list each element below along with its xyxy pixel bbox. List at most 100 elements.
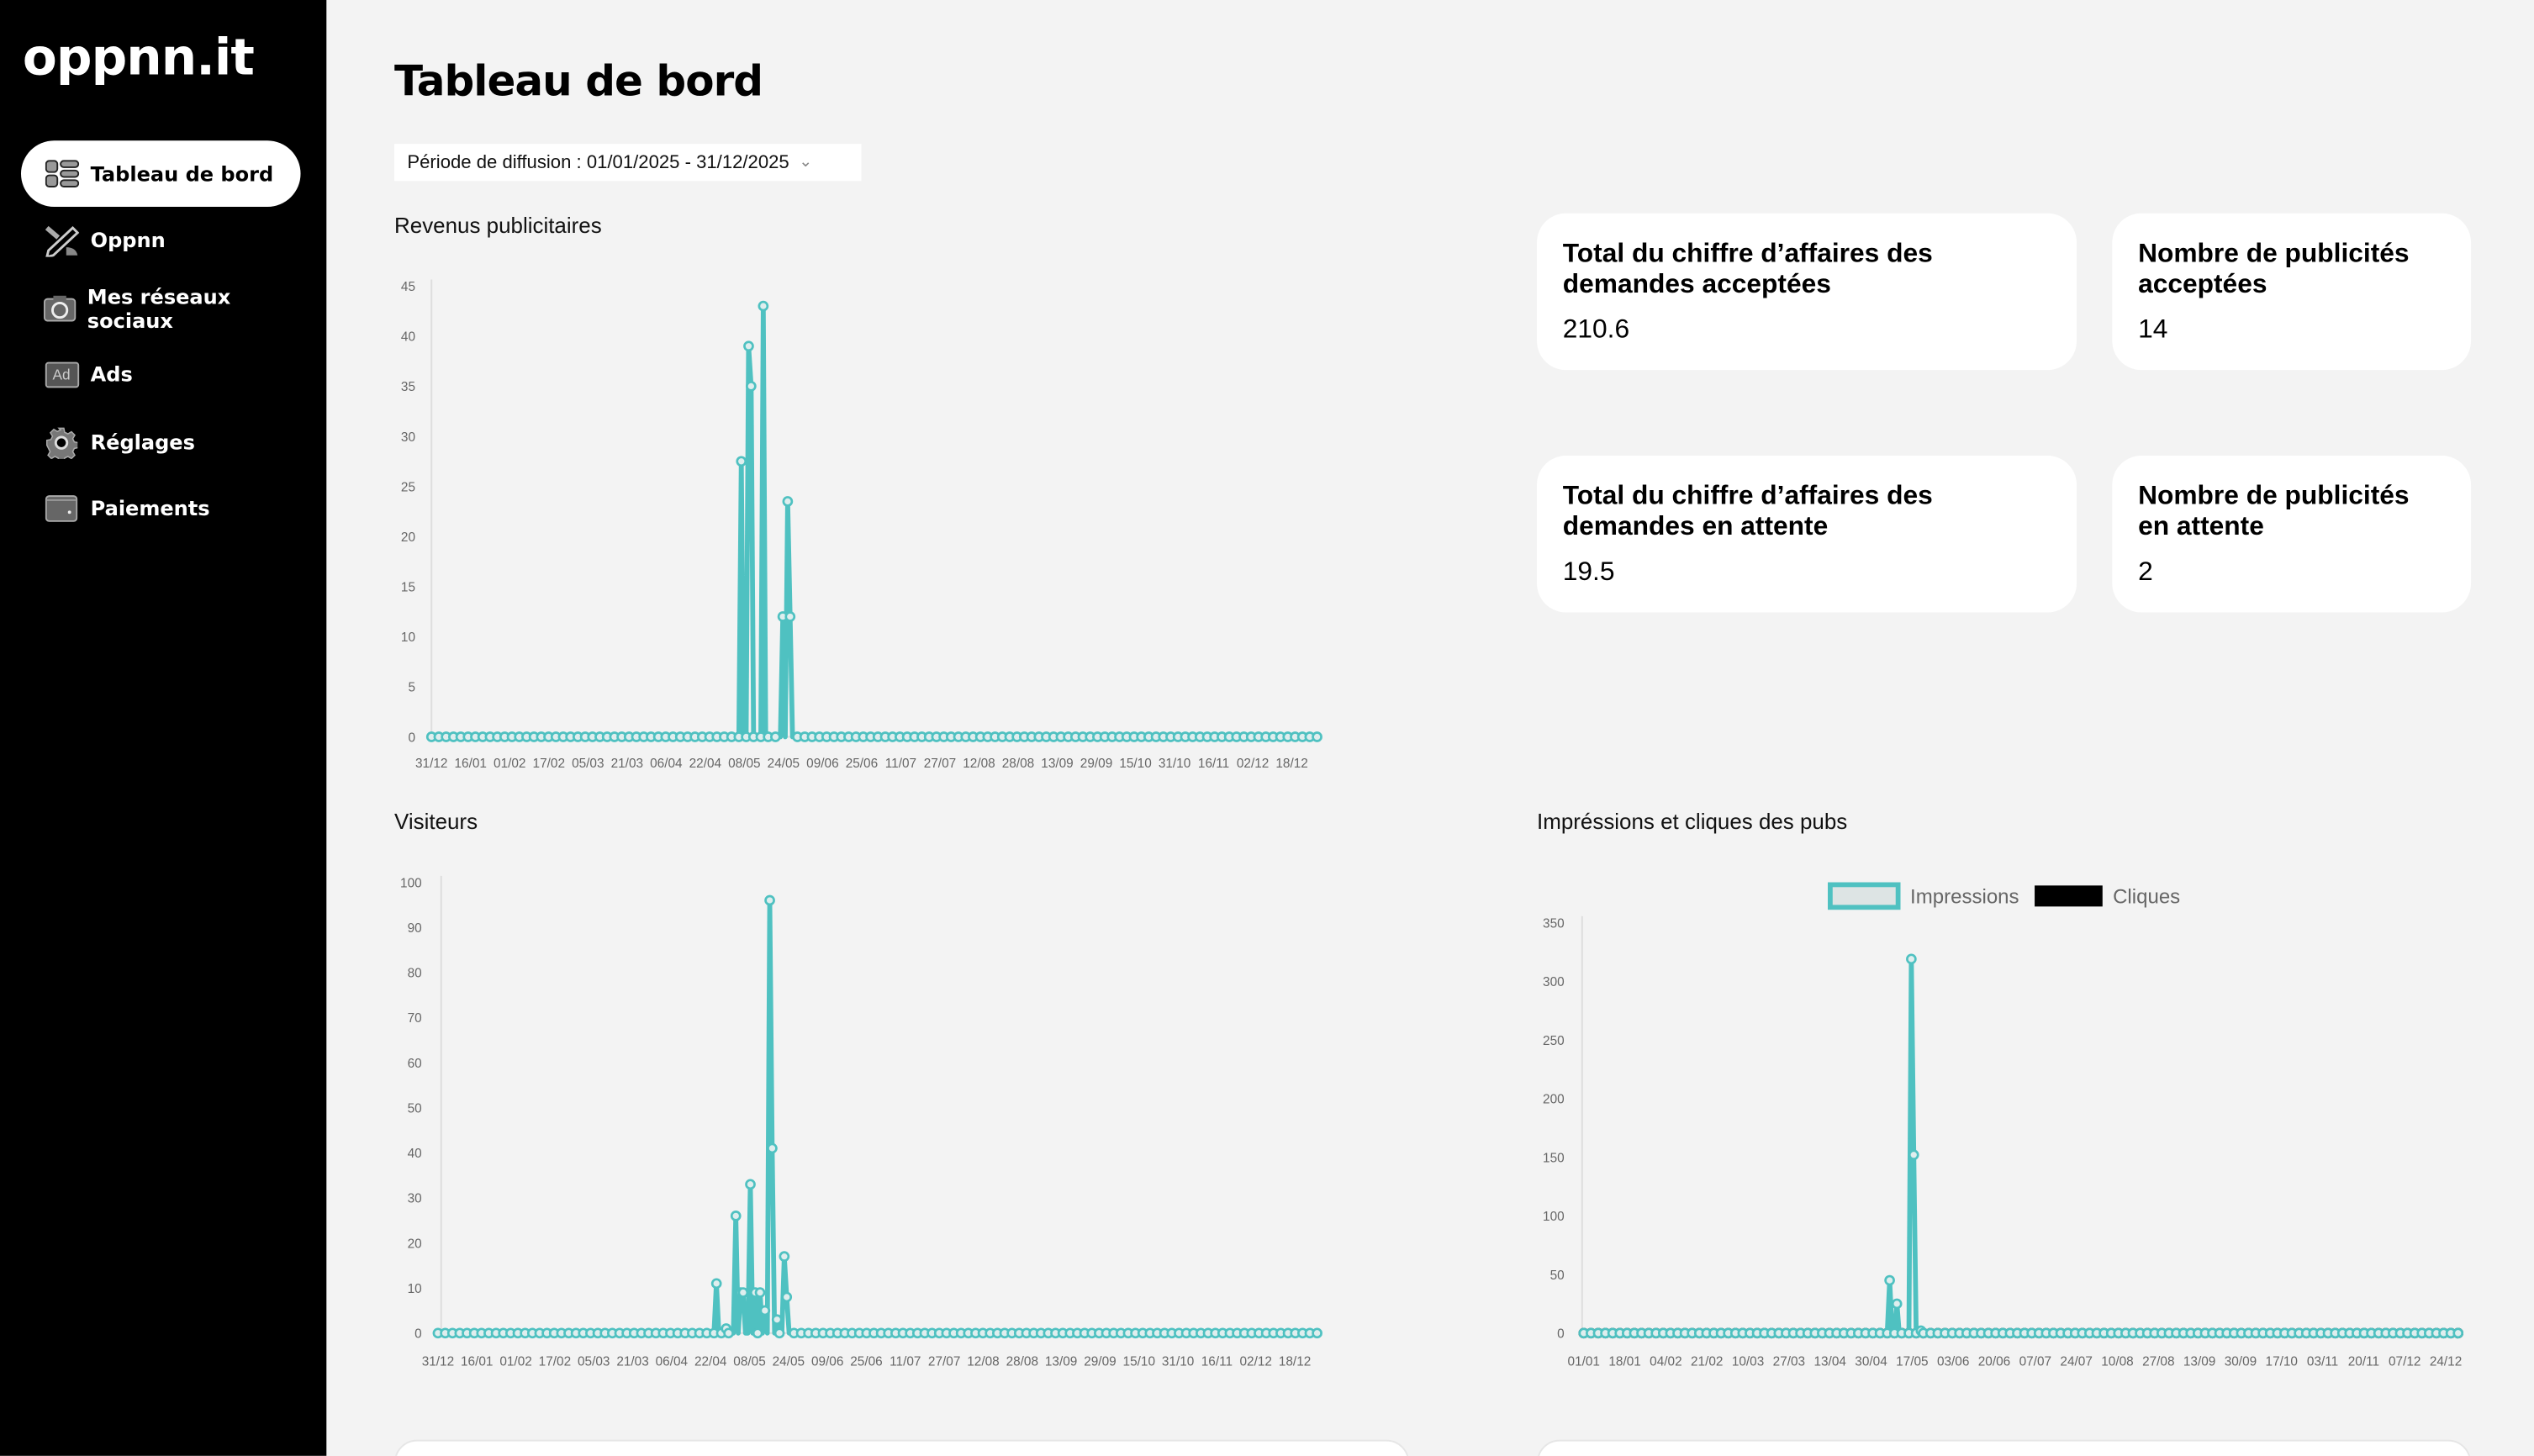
- data-point: [483, 1327, 494, 1339]
- data-point: [960, 731, 972, 742]
- data-point: [506, 731, 518, 742]
- data-point: [1614, 1327, 1626, 1339]
- data-point: [735, 1287, 747, 1298]
- data-point: [1093, 1327, 1105, 1339]
- sidebar-item-dashboard[interactable]: Tableau de bord: [20, 140, 301, 208]
- data-point: [2026, 1327, 2037, 1339]
- data-point: [1940, 1327, 1951, 1339]
- data-point: [455, 731, 467, 742]
- data-point: [1845, 1327, 1857, 1339]
- legend-label-cliques[interactable]: Cliques: [2113, 884, 2181, 908]
- period-label: Période de diffusion : 01/01/2025 - 31/1…: [407, 152, 789, 172]
- data-point: [2113, 1327, 2125, 1339]
- data-point: [1968, 1327, 1980, 1339]
- data-point: [1845, 1327, 1857, 1339]
- sidebar-item-ads[interactable]: Ad Ads: [21, 341, 301, 408]
- data-point: [1802, 1327, 1813, 1339]
- data-point: [520, 1327, 531, 1339]
- x-tick-label: 11/07: [885, 757, 916, 771]
- data-point: [621, 1327, 632, 1339]
- x-tick-label: 31/12: [415, 757, 447, 771]
- data-point: [550, 731, 562, 742]
- data-point: [974, 731, 986, 742]
- sidebar-item-settings[interactable]: Réglages: [21, 409, 301, 475]
- data-point: [2077, 1327, 2088, 1339]
- y-tick-label: 0: [1557, 1327, 1565, 1342]
- data-point: [2163, 1327, 2175, 1339]
- sidebar-item-payments[interactable]: Paiements: [21, 475, 301, 541]
- sidebar-item-social-networks[interactable]: Mes réseaux sociaux: [21, 275, 301, 341]
- data-point: [1679, 1327, 1691, 1339]
- legend-swatch-cliques[interactable]: [2035, 885, 2104, 907]
- data-point: [746, 381, 757, 392]
- logo[interactable]: oppnn.it: [22, 29, 255, 87]
- data-point: [579, 731, 591, 742]
- data-point: [754, 1287, 766, 1298]
- x-tick-label: 07/12: [2389, 1354, 2420, 1369]
- card-accepted-revenue: Total du chiffre d’affaires des demandes…: [1537, 213, 2077, 371]
- x-tick-label: 01/01: [1568, 1354, 1600, 1369]
- data-point: [1896, 1327, 1908, 1339]
- data-point: [806, 731, 818, 742]
- data-point: [1910, 1327, 1922, 1339]
- data-point: [1137, 1327, 1148, 1339]
- x-tick-label: 28/08: [1006, 1354, 1038, 1369]
- data-point: [781, 1291, 793, 1303]
- data-point: [895, 731, 905, 742]
- x-tick-label: 30/09: [2225, 1354, 2257, 1369]
- data-point: [1122, 1327, 1134, 1339]
- legend-swatch-impressions[interactable]: [1828, 882, 1901, 910]
- x-tick-label: 02/12: [1240, 1354, 1272, 1369]
- data-point: [1908, 1149, 1919, 1161]
- x-tick-label: 05/03: [578, 1354, 610, 1369]
- sidebar-item-label: Mes réseaux sociaux: [87, 283, 231, 333]
- data-point: [1723, 1327, 1734, 1339]
- data-point: [1201, 731, 1213, 742]
- data-point: [938, 731, 949, 742]
- data-point: [941, 1327, 953, 1339]
- data-point: [2336, 1327, 2348, 1339]
- data-point: [616, 731, 627, 742]
- chevron-down-icon: ⌄: [799, 153, 813, 171]
- data-point: [741, 731, 752, 742]
- period-dropdown[interactable]: Période de diffusion : 01/01/2025 - 31/1…: [394, 144, 862, 182]
- data-point: [1737, 1327, 1749, 1339]
- data-point: [865, 731, 876, 742]
- legend-label-impressions[interactable]: Impressions: [1910, 884, 2019, 908]
- data-point: [454, 1327, 466, 1339]
- data-point: [1891, 1298, 1903, 1310]
- data-point: [1715, 1327, 1727, 1339]
- y-tick-label: 30: [408, 1192, 422, 1206]
- data-point: [999, 1327, 1011, 1339]
- x-tick-label: 15/10: [1119, 757, 1151, 771]
- data-point: [650, 1327, 662, 1339]
- data-point: [498, 1327, 509, 1339]
- sidebar-item-label: Réglages: [90, 430, 195, 455]
- sidebar-item-oppnn[interactable]: Oppnn: [21, 207, 301, 273]
- data-point: [710, 1278, 722, 1290]
- y-tick-label: 30: [401, 430, 415, 445]
- data-point: [1180, 731, 1191, 742]
- data-point: [2452, 1327, 2464, 1339]
- y-tick-label: 100: [1543, 1210, 1565, 1224]
- data-point: [1253, 731, 1264, 742]
- x-tick-label: 22/04: [689, 757, 722, 771]
- x-tick-label: 16/11: [1201, 1354, 1233, 1369]
- data-point: [1011, 731, 1022, 742]
- data-point: [1268, 1327, 1280, 1339]
- data-point: [752, 1327, 763, 1339]
- y-tick-label: 50: [408, 1101, 422, 1116]
- data-point: [2178, 1327, 2189, 1339]
- data-point: [1924, 1327, 1936, 1339]
- data-point: [1150, 731, 1162, 742]
- data-point: [821, 731, 832, 742]
- data-point: [2207, 1327, 2218, 1339]
- data-point: [992, 1327, 1003, 1339]
- data-point: [2040, 1327, 2052, 1339]
- data-point: [1715, 1327, 1727, 1339]
- data-point: [708, 1327, 720, 1339]
- data-point: [1578, 1327, 1590, 1339]
- data-point: [499, 731, 510, 742]
- data-point: [1304, 731, 1316, 742]
- x-tick-label: 15/10: [1123, 1354, 1155, 1369]
